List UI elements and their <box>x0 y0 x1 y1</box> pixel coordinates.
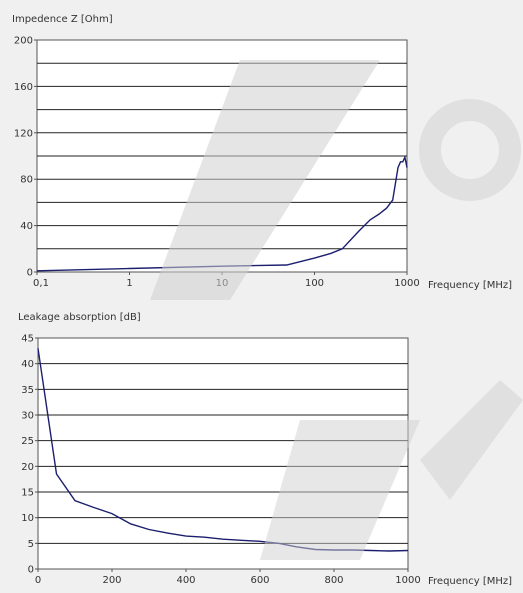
y-tick-label: 40 <box>21 359 34 370</box>
x-tick-label: 400 <box>176 575 195 586</box>
chart1-y-ticks: 0 40 80 120 160 200 <box>14 36 37 279</box>
y-tick-label: 40 <box>20 221 33 232</box>
y-tick-label: 80 <box>20 175 33 186</box>
y-tick-label: 200 <box>14 36 33 47</box>
y-tick-label: 5 <box>28 539 34 550</box>
y-tick-label: 160 <box>14 82 33 93</box>
x-tick-label: 100 <box>305 278 324 289</box>
x-tick-label: 10 <box>216 278 229 289</box>
y-tick-label: 120 <box>14 128 33 139</box>
chart1-x-ticks: 0,1 1 10 100 1000 <box>33 272 420 289</box>
leakage-absorption-chart: Leakage absorption [dB] Frequency [MHz] … <box>18 312 512 587</box>
y-tick-label: 0 <box>28 565 34 576</box>
chart2-plot-area <box>37 337 409 570</box>
chart1-x-axis-label: Frequency [MHz] <box>428 280 512 291</box>
y-tick-label: 35 <box>21 385 34 396</box>
y-tick-label: 0 <box>27 268 33 279</box>
y-tick-label: 10 <box>21 513 34 524</box>
chart2-y-axis-label: Leakage absorption [dB] <box>18 312 141 323</box>
chart2-x-ticks: 0 200 400 600 800 1000 <box>35 569 421 586</box>
chart1-y-axis-label: Impedence Z [Ohm] <box>12 14 113 25</box>
chart2-x-axis-label: Frequency [MHz] <box>428 576 512 587</box>
chart2-y-ticks: 0 5 10 15 20 25 30 35 40 45 <box>21 334 38 576</box>
y-tick-label: 20 <box>21 462 34 473</box>
x-tick-label: 0 <box>35 575 41 586</box>
x-tick-label: 0,1 <box>33 278 49 289</box>
y-tick-label: 15 <box>21 488 34 499</box>
y-tick-label: 30 <box>21 411 34 422</box>
x-tick-label: 1000 <box>394 278 419 289</box>
x-tick-label: 200 <box>102 575 121 586</box>
y-tick-label: 25 <box>21 436 34 447</box>
x-tick-label: 800 <box>324 575 343 586</box>
impedance-chart: Impedence Z [Ohm] Frequency [MHz] 0 40 80 1… <box>12 14 512 291</box>
x-tick-label: 1000 <box>395 575 420 586</box>
x-tick-label: 600 <box>250 575 269 586</box>
y-tick-label: 45 <box>21 334 34 345</box>
x-tick-label: 1 <box>126 278 132 289</box>
